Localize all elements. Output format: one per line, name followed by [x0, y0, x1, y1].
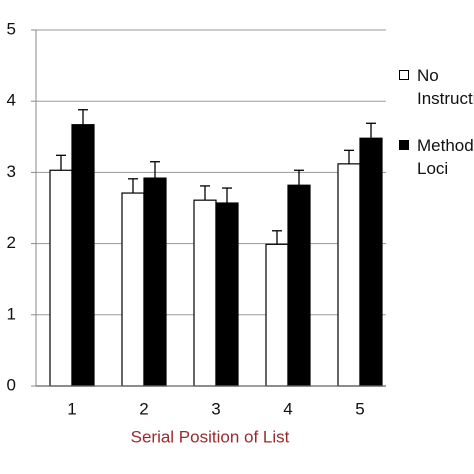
bar	[265, 243, 289, 387]
y-tick-label: 0	[7, 375, 16, 394]
bar	[49, 169, 73, 387]
x-tick-label: 3	[211, 399, 220, 418]
bar	[359, 137, 383, 387]
y-tick-label: 2	[7, 233, 16, 252]
x-tick-label: 2	[139, 399, 148, 418]
bar	[193, 199, 217, 387]
legend-label: Method of Loci	[417, 136, 474, 178]
y-tick-label: 5	[7, 19, 16, 38]
bar	[215, 202, 239, 387]
bar	[121, 192, 145, 387]
legend-swatch	[399, 140, 409, 150]
legend-label: No Instruction	[417, 66, 474, 108]
legend-item: Method of Loci	[399, 134, 474, 180]
y-tick-label: 4	[7, 91, 16, 110]
x-tick-label: 4	[283, 399, 292, 418]
bar	[337, 163, 361, 387]
x-tick-label: 5	[355, 399, 364, 418]
bar	[287, 184, 311, 387]
x-axis-label: Serial Position of List	[131, 427, 290, 446]
y-tick-label: 3	[7, 162, 16, 181]
legend-item: No Instruction	[399, 64, 474, 110]
y-tick-label: 1	[7, 304, 16, 323]
legend-swatch	[399, 70, 409, 80]
x-tick-label: 1	[67, 399, 76, 418]
bar	[71, 124, 95, 387]
bar	[143, 177, 167, 387]
